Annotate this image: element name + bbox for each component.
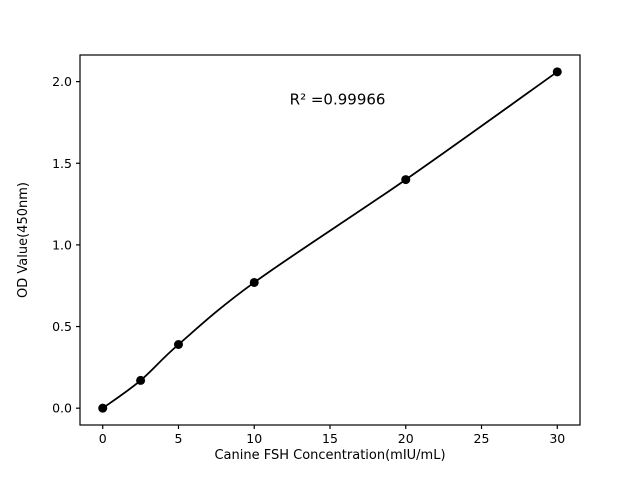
y-tick-label: 1.5: [52, 156, 72, 171]
data-point: [552, 67, 562, 77]
x-tick-label: 30: [549, 431, 565, 446]
x-tick-label: 5: [175, 431, 183, 446]
x-tick-label: 20: [398, 431, 414, 446]
y-axis-label: OD Value(450nm): [16, 182, 31, 298]
x-tick-label: 0: [99, 431, 107, 446]
data-series: [98, 67, 562, 413]
data-point: [249, 277, 259, 287]
x-axis-label: Canine FSH Concentration(mIU/mL): [214, 448, 445, 463]
data-point: [98, 403, 108, 413]
axis-ticks: 0 5 10 15 20 25 30 0.0 0.5 1.0 1.5 2.0: [52, 74, 565, 446]
y-tick-label: 2.0: [52, 74, 72, 89]
data-point: [136, 375, 146, 385]
axis-frame: [79, 54, 581, 426]
fit-line: [102, 71, 558, 409]
y-tick-label: 0.0: [52, 401, 72, 416]
r-squared-annotation: R² =0.99966: [290, 90, 386, 108]
x-tick-label: 15: [322, 431, 338, 446]
y-tick-label: 0.5: [52, 319, 72, 334]
y-tick-label: 1.0: [52, 237, 72, 252]
data-point: [401, 175, 411, 185]
x-tick-label: 10: [246, 431, 262, 446]
data-point: [173, 340, 183, 350]
x-tick-label: 25: [474, 431, 490, 446]
